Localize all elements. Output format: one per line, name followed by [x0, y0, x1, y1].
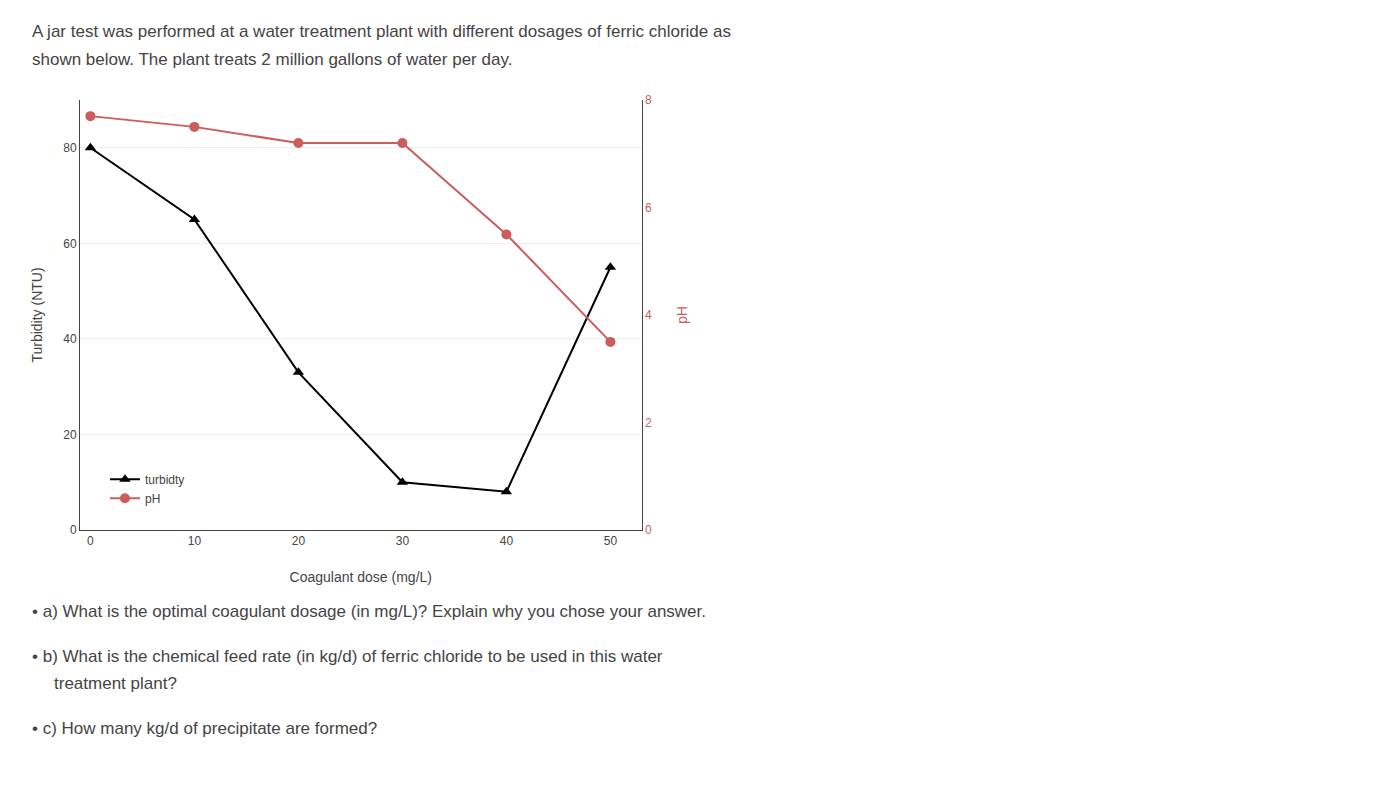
- svg-text:0: 0: [645, 523, 652, 537]
- svg-text:treatment plant?: treatment plant?: [54, 674, 177, 693]
- svg-text:pH: pH: [145, 492, 160, 506]
- svg-text:20: 20: [292, 534, 306, 548]
- svg-text:40: 40: [500, 534, 514, 548]
- svg-text:10: 10: [188, 534, 202, 548]
- svg-text:20: 20: [63, 428, 77, 442]
- svg-text:0: 0: [87, 534, 94, 548]
- svg-text:shown below. The plant treats: shown below. The plant treats 2 million …: [32, 50, 512, 69]
- svg-text:turbidty: turbidty: [145, 473, 184, 487]
- svg-text:• b) What is the chemical feed: • b) What is the chemical feed rate (in …: [32, 647, 663, 666]
- svg-text:pH: pH: [674, 306, 690, 324]
- svg-text:40: 40: [63, 332, 77, 346]
- svg-text:6: 6: [645, 201, 652, 215]
- svg-text:2: 2: [645, 416, 652, 430]
- svg-text:4: 4: [645, 308, 652, 322]
- svg-text:• a) What is the optimal coagu: • a) What is the optimal coagulant dosag…: [32, 602, 706, 621]
- svg-text:30: 30: [396, 534, 410, 548]
- svg-text:8: 8: [645, 93, 652, 107]
- svg-text:A jar test was performed at a: A jar test was performed at a water trea…: [32, 22, 731, 41]
- svg-text:50: 50: [604, 534, 618, 548]
- svg-text:• c) How many kg/d of precipit: • c) How many kg/d of precipitate are fo…: [32, 719, 377, 738]
- svg-text:80: 80: [63, 141, 77, 155]
- svg-text:Turbidity (NTU): Turbidity (NTU): [29, 267, 45, 362]
- svg-text:0: 0: [70, 523, 77, 537]
- svg-text:Coagulant dose (mg/L): Coagulant dose (mg/L): [290, 569, 432, 585]
- svg-text:60: 60: [63, 237, 77, 251]
